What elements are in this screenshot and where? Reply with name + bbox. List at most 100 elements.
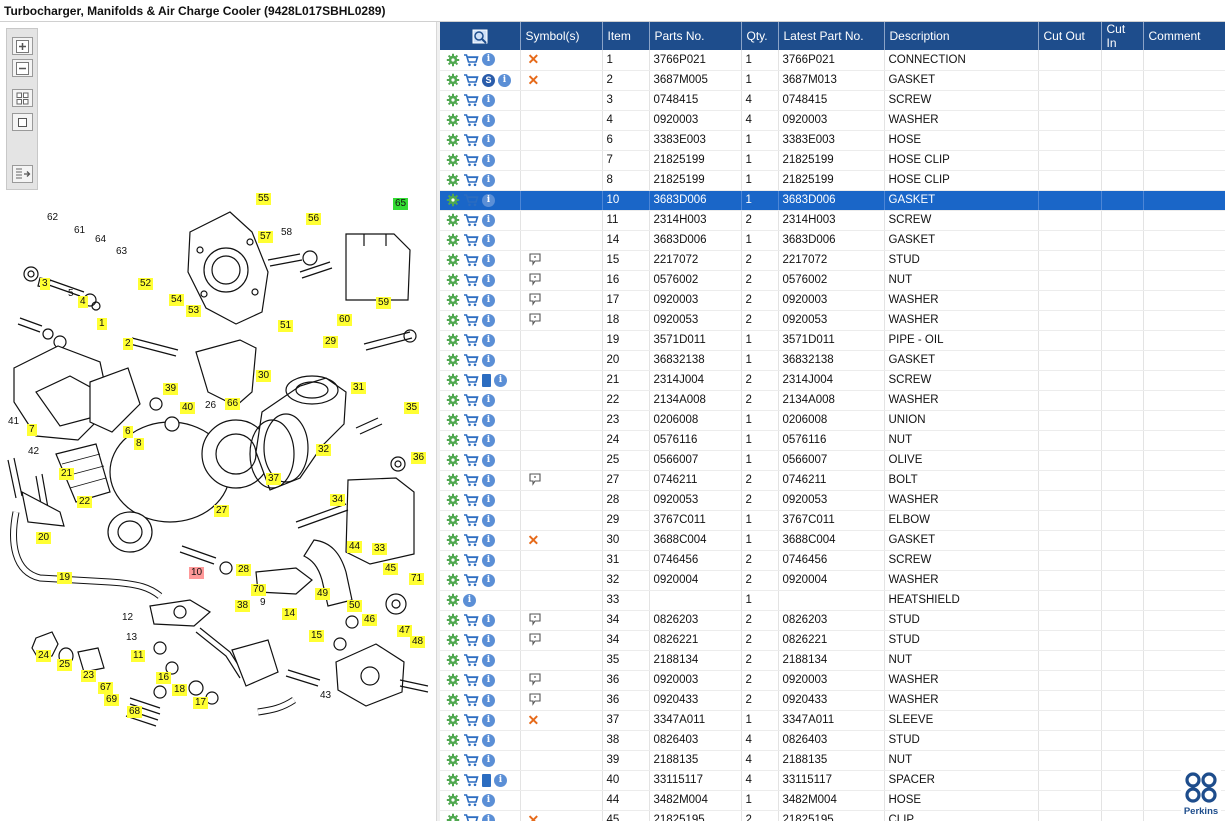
cart-icon[interactable] [463,733,479,747]
callout-4[interactable]: 4 [78,296,88,308]
callout-9[interactable]: 9 [260,597,266,608]
cart-icon[interactable] [463,313,479,327]
callout-56[interactable]: 56 [306,213,322,225]
gear-icon[interactable] [446,253,460,267]
table-row[interactable]: i ✕ 37 3347A011 1 3347A011 SLEEVE [440,710,1225,731]
document-icon[interactable] [482,373,491,387]
info-icon[interactable]: i [494,373,507,387]
info-icon[interactable]: i [482,353,495,367]
column-header-item[interactable]: Item [602,22,650,50]
cart-icon[interactable] [463,653,479,667]
cart-icon[interactable] [463,453,479,467]
cart-icon[interactable] [463,553,479,567]
gear-icon[interactable] [446,553,460,567]
callout-30[interactable]: 30 [256,370,272,382]
callout-16[interactable]: 16 [156,672,172,684]
table-row[interactable]: i 16 0576002 2 0576002 NUT [440,270,1225,291]
info-icon[interactable]: i [498,73,511,87]
gear-icon[interactable] [446,233,460,247]
gear-icon[interactable] [446,633,460,647]
callout-11[interactable]: 11 [131,650,146,662]
table-row[interactable]: i 39 2188135 4 2188135 NUT [440,750,1225,771]
callout-55[interactable]: 55 [256,193,272,205]
gear-icon[interactable] [446,173,460,187]
callout-17[interactable]: 17 [193,697,209,709]
exploded-parts-diagram[interactable] [0,192,436,752]
table-row[interactable]: i ✕ 30 3688C004 1 3688C004 GASKET [440,530,1225,551]
cart-icon[interactable] [463,353,479,367]
cart-icon[interactable] [463,213,479,227]
table-row[interactable]: i 6 3383E003 1 3383E003 HOSE [440,130,1225,151]
table-row[interactable]: i 44 3482M004 1 3482M004 HOSE [440,790,1225,811]
callout-25[interactable]: 25 [57,659,73,671]
callout-10[interactable]: 10 [189,567,205,579]
callout-47[interactable]: 47 [397,625,413,637]
info-icon[interactable]: i [482,253,495,267]
document-icon[interactable] [482,773,491,787]
callout-7[interactable]: 7 [27,424,37,436]
cart-icon[interactable] [463,793,479,807]
callout-59[interactable]: 59 [376,297,392,309]
callout-14[interactable]: 14 [282,608,298,620]
info-icon[interactable]: i [482,273,495,287]
export-parts-button[interactable] [12,165,33,183]
callout-26[interactable]: 26 [205,400,217,411]
diagram-pane[interactable]: 62 61 64 63 3 5 4 1 52 54 53 51 55 57 58 56 65 59 60 29 2 30 3… [0,22,436,821]
gear-icon[interactable] [446,593,460,607]
gear-icon[interactable] [446,433,460,447]
column-header-qty[interactable]: Qty. [741,22,779,50]
gear-icon[interactable] [446,453,460,467]
supersession-icon[interactable]: S [482,73,495,87]
gear-icon[interactable] [446,493,460,507]
table-row[interactable]: i 22 2134A008 2 2134A008 WASHER [440,390,1225,411]
gear-icon[interactable] [446,133,460,147]
table-row[interactable]: i 15 2217072 2 2217072 STUD [440,250,1225,271]
info-icon[interactable]: i [482,553,495,567]
callout-42[interactable]: 42 [28,446,40,457]
info-icon[interactable]: i [482,153,495,167]
cart-icon[interactable] [463,253,479,267]
table-row[interactable]: i 20 36832138 1 36832138 GASKET [440,350,1225,371]
cart-icon[interactable] [463,193,479,207]
callout-60[interactable]: 60 [337,314,353,326]
column-header-description[interactable]: Description [884,22,1039,50]
callout-8[interactable]: 8 [134,438,144,450]
cart-icon[interactable] [463,473,479,487]
table-row[interactable]: i 23 0206008 1 0206008 UNION [440,410,1225,431]
info-icon[interactable]: i [482,793,495,807]
table-row[interactable]: i 19 3571D011 1 3571D011 PIPE - OIL [440,330,1225,351]
callout-69[interactable]: 69 [104,694,120,706]
actual-size-button[interactable] [12,113,33,131]
callout-21[interactable]: 21 [59,468,75,480]
info-icon[interactable]: i [482,113,495,127]
callout-54[interactable]: 54 [169,294,185,306]
table-row[interactable]: i 14 3683D006 1 3683D006 GASKET [440,230,1225,251]
cart-icon[interactable] [463,293,479,307]
info-icon[interactable]: i [482,533,495,547]
gear-icon[interactable] [446,113,460,127]
cart-icon[interactable] [463,513,479,527]
column-header-cut-out[interactable]: Cut Out [1038,22,1102,50]
cart-icon[interactable] [463,533,479,547]
info-icon[interactable]: i [482,633,495,647]
callout-20[interactable]: 20 [36,532,52,544]
column-header-latest-part-no[interactable]: Latest Part No. [778,22,885,50]
callout-57[interactable]: 57 [258,231,274,243]
cart-icon[interactable] [463,273,479,287]
callout-50[interactable]: 50 [347,600,363,612]
callout-34[interactable]: 34 [330,494,346,506]
table-row[interactable]: i 3 0748415 4 0748415 SCREW [440,90,1225,111]
callout-49[interactable]: 49 [315,588,331,600]
table-row[interactable]: i 36 0920433 2 0920433 WASHER [440,690,1225,711]
gear-icon[interactable] [446,373,460,387]
table-row[interactable]: i 24 0576116 1 0576116 NUT [440,430,1225,451]
table-row[interactable]: i 18 0920053 2 0920053 WASHER [440,310,1225,331]
callout-6[interactable]: 6 [123,426,133,438]
callout-52[interactable]: 52 [138,278,154,290]
gear-icon[interactable] [446,393,460,407]
cart-icon[interactable] [463,173,479,187]
gear-icon[interactable] [446,653,460,667]
cart-icon[interactable] [463,813,479,821]
info-icon[interactable]: i [482,473,495,487]
